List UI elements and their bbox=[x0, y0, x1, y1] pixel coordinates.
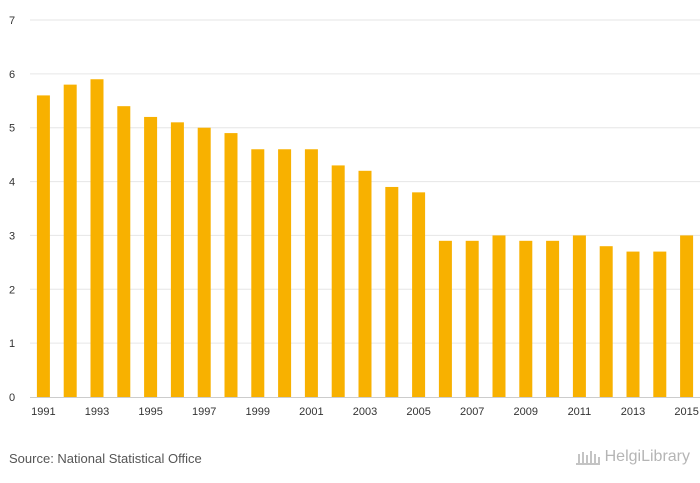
y-tick-label: 4 bbox=[9, 177, 15, 189]
bar-2008[interactable] bbox=[492, 235, 506, 397]
bars bbox=[36, 79, 694, 398]
bar-2004[interactable] bbox=[385, 186, 399, 397]
bar-2015[interactable] bbox=[680, 235, 694, 397]
source-note: Source: National Statistical Office bbox=[9, 451, 202, 466]
bar-2005[interactable] bbox=[412, 192, 426, 397]
y-tick-label: 7 bbox=[9, 15, 15, 27]
bar-2011[interactable] bbox=[572, 235, 586, 397]
bar-2007[interactable] bbox=[465, 240, 479, 397]
y-axis-tick-labels: 0 1 2 3 4 5 6 7 bbox=[9, 15, 15, 404]
x-tick-label: 1995 bbox=[138, 406, 162, 418]
x-tick-label: 2009 bbox=[514, 406, 538, 418]
bar-2001[interactable] bbox=[304, 149, 318, 397]
library-building-icon bbox=[575, 451, 600, 465]
bar-1992[interactable] bbox=[63, 84, 77, 397]
bar-2012[interactable] bbox=[599, 246, 613, 397]
helgilibrary-logo[interactable]: HelgiLibrary bbox=[575, 448, 690, 466]
x-tick-label: 2003 bbox=[353, 406, 377, 418]
y-tick-label: 1 bbox=[9, 338, 15, 350]
bar-2013[interactable] bbox=[626, 251, 640, 397]
brand-name: HelgiLibrary bbox=[604, 448, 690, 465]
x-tick-label: 1993 bbox=[85, 406, 109, 418]
bar-2002[interactable] bbox=[331, 165, 345, 397]
bar-2010[interactable] bbox=[546, 240, 560, 397]
x-tick-label: 1997 bbox=[192, 406, 216, 418]
x-tick-label: 2011 bbox=[568, 406, 592, 418]
x-tick-label: 1991 bbox=[31, 406, 55, 418]
x-tick-label: 2007 bbox=[460, 406, 484, 418]
y-tick-label: 5 bbox=[9, 123, 15, 135]
bar-2003[interactable] bbox=[358, 170, 372, 397]
x-axis-tick-labels: 1991 1993 1995 1997 1999 2001 2003 2005 2007 2009… bbox=[31, 406, 699, 418]
y-tick-label: 3 bbox=[9, 230, 15, 242]
bar-2009[interactable] bbox=[519, 240, 533, 397]
bar-1991[interactable] bbox=[36, 95, 50, 398]
y-tick-label: 0 bbox=[9, 392, 15, 404]
y-tick-label: 2 bbox=[9, 284, 15, 296]
y-tick-label: 6 bbox=[9, 69, 15, 81]
x-tick-label: 1999 bbox=[246, 406, 270, 418]
bar-2000[interactable] bbox=[278, 149, 292, 397]
bar-2006[interactable] bbox=[438, 240, 452, 397]
bar-1999[interactable] bbox=[251, 149, 265, 397]
bar-1998[interactable] bbox=[224, 133, 238, 397]
x-tick-label: 2005 bbox=[406, 406, 430, 418]
bar-1997[interactable] bbox=[197, 127, 211, 397]
bar-1995[interactable] bbox=[144, 116, 158, 397]
x-tick-label: 2013 bbox=[621, 406, 645, 418]
bar-1993[interactable] bbox=[90, 79, 104, 397]
x-tick-label: 2001 bbox=[299, 406, 323, 418]
bar-1996[interactable] bbox=[170, 122, 184, 397]
bar-chart: 0 1 2 3 4 5 6 7 1991 1993 1995 1997 1999 2001 2003 200… bbox=[9, 15, 700, 418]
bar-1994[interactable] bbox=[117, 106, 131, 398]
bar-2014[interactable] bbox=[653, 251, 667, 397]
x-tick-label: 2015 bbox=[674, 406, 698, 418]
